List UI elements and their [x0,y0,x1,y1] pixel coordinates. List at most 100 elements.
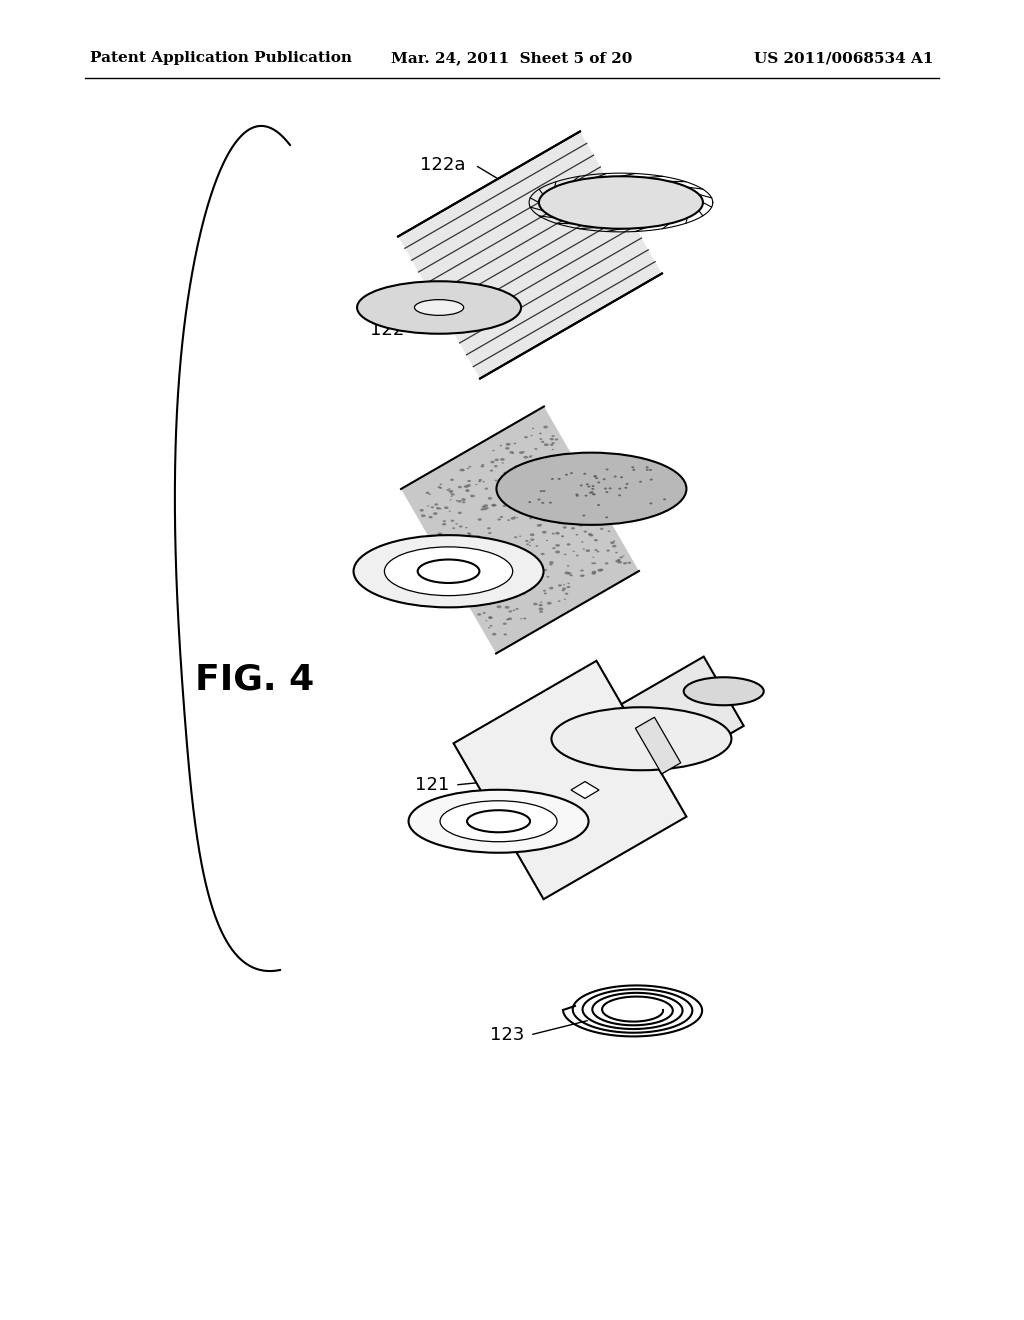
Ellipse shape [513,610,515,611]
Ellipse shape [509,568,513,570]
Ellipse shape [511,517,515,520]
Ellipse shape [512,561,515,562]
Ellipse shape [451,520,455,521]
Ellipse shape [632,469,635,471]
Ellipse shape [482,507,487,510]
Ellipse shape [496,585,499,587]
Ellipse shape [539,607,544,610]
Ellipse shape [600,528,603,529]
Ellipse shape [523,618,526,619]
Ellipse shape [565,593,568,595]
Ellipse shape [650,479,652,480]
Ellipse shape [529,455,532,457]
Ellipse shape [618,487,622,490]
Ellipse shape [532,511,535,513]
Ellipse shape [593,494,596,495]
Ellipse shape [516,573,521,576]
Ellipse shape [571,527,575,529]
Ellipse shape [523,451,525,453]
Ellipse shape [583,515,586,516]
Ellipse shape [512,557,515,560]
Ellipse shape [599,569,603,572]
Ellipse shape [580,574,584,577]
Ellipse shape [606,549,610,552]
Ellipse shape [500,516,503,517]
Ellipse shape [523,500,526,503]
Ellipse shape [482,539,485,540]
Ellipse shape [597,504,600,506]
Ellipse shape [526,508,531,511]
Ellipse shape [485,507,488,510]
Ellipse shape [537,524,542,527]
Ellipse shape [569,465,573,467]
Ellipse shape [594,539,598,541]
Text: 121: 121 [415,776,450,795]
Ellipse shape [480,543,482,544]
Ellipse shape [500,458,505,461]
Ellipse shape [558,507,560,508]
Ellipse shape [502,462,504,463]
Ellipse shape [505,606,510,609]
Ellipse shape [592,570,596,573]
Ellipse shape [513,469,518,471]
Ellipse shape [433,512,437,515]
Ellipse shape [588,533,592,536]
Ellipse shape [649,503,652,504]
Text: US 2011/0068534 A1: US 2011/0068534 A1 [755,51,934,65]
Ellipse shape [494,465,498,467]
Ellipse shape [558,585,562,586]
Ellipse shape [519,502,522,503]
Ellipse shape [547,602,552,605]
Ellipse shape [492,504,496,507]
Ellipse shape [418,560,479,583]
Ellipse shape [477,568,481,569]
Polygon shape [622,656,743,774]
Ellipse shape [505,447,510,450]
Ellipse shape [567,572,571,574]
Text: Patent Application Publication: Patent Application Publication [90,51,352,65]
Ellipse shape [572,488,574,490]
Ellipse shape [542,502,545,504]
Ellipse shape [607,531,610,532]
Ellipse shape [560,483,564,486]
Ellipse shape [514,465,519,469]
Ellipse shape [527,506,531,508]
Ellipse shape [591,491,594,494]
Ellipse shape [453,560,456,562]
Ellipse shape [465,490,470,492]
Ellipse shape [453,541,456,544]
Ellipse shape [541,441,545,444]
Ellipse shape [524,589,526,590]
Ellipse shape [558,521,563,524]
Ellipse shape [446,490,450,491]
Ellipse shape [542,531,547,533]
Ellipse shape [384,546,513,595]
Ellipse shape [560,490,565,492]
Ellipse shape [484,548,487,550]
Ellipse shape [466,484,471,487]
Ellipse shape [575,498,579,500]
Ellipse shape [507,519,510,521]
Ellipse shape [684,677,764,705]
Ellipse shape [461,498,466,502]
Ellipse shape [625,487,628,488]
Ellipse shape [583,548,585,549]
Ellipse shape [552,548,556,549]
Ellipse shape [482,612,485,614]
Ellipse shape [555,544,560,546]
Ellipse shape [477,519,482,521]
Ellipse shape [468,533,471,535]
Ellipse shape [646,466,648,469]
Ellipse shape [487,498,493,500]
Ellipse shape [664,499,666,500]
Ellipse shape [480,465,484,467]
Ellipse shape [579,524,583,527]
Ellipse shape [458,486,462,488]
Ellipse shape [481,506,485,508]
Ellipse shape [495,479,498,482]
Polygon shape [635,717,681,774]
Ellipse shape [589,535,593,536]
Ellipse shape [409,789,589,853]
Ellipse shape [496,601,498,602]
Ellipse shape [592,484,595,487]
